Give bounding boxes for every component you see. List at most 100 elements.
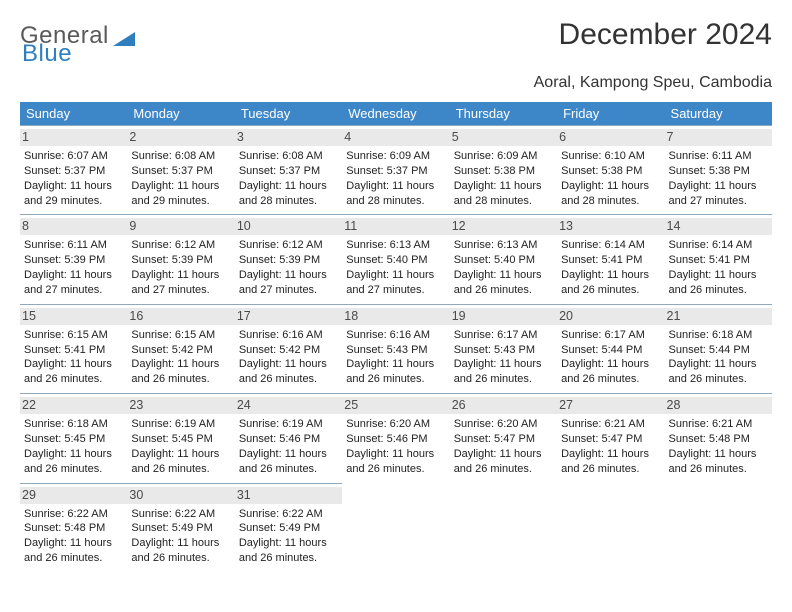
day-details: Sunrise: 6:10 AMSunset: 5:38 PMDaylight:… — [561, 149, 660, 208]
day-number: 26 — [450, 397, 557, 414]
day-details: Sunrise: 6:15 AMSunset: 5:42 PMDaylight:… — [131, 328, 230, 387]
calendar-cell: 20 Sunrise: 6:17 AMSunset: 5:44 PMDayligh… — [557, 304, 664, 393]
location-text: Aoral, Kampong Speu, Cambodia — [20, 74, 772, 92]
day-number: 9 — [127, 218, 234, 235]
weekday-header: Wednesday — [342, 102, 449, 126]
day-number: 20 — [557, 308, 664, 325]
weekday-header: Tuesday — [235, 102, 342, 126]
day-details: Sunrise: 6:08 AMSunset: 5:37 PMDaylight:… — [239, 149, 338, 208]
calendar-cell: 31 Sunrise: 6:22 AMSunset: 5:49 PMDayligh… — [235, 483, 342, 572]
day-number: 29 — [20, 487, 127, 504]
day-details: Sunrise: 6:22 AMSunset: 5:49 PMDaylight:… — [131, 507, 230, 566]
day-details: Sunrise: 6:14 AMSunset: 5:41 PMDaylight:… — [561, 238, 660, 297]
calendar-row: 15Sunrise: 6:15 AMSunset: 5:41 PMDayligh… — [20, 304, 772, 393]
day-number: 4 — [342, 129, 449, 146]
day-number: 22 — [20, 397, 127, 414]
day-details: Sunrise: 6:13 AMSunset: 5:40 PMDaylight:… — [346, 238, 445, 297]
day-details: Sunrise: 6:12 AMSunset: 5:39 PMDaylight:… — [131, 238, 230, 297]
calendar-cell: 26Sunrise: 6:20 AMSunset: 5:47 PMDayligh… — [450, 394, 557, 483]
day-details: Sunrise: 6:20 AMSunset: 5:46 PMDaylight:… — [346, 417, 445, 476]
calendar-cell: 9 Sunrise: 6:12 AMSunset: 5:39 PMDaylight… — [127, 215, 234, 304]
day-details: Sunrise: 6:19 AMSunset: 5:46 PMDaylight:… — [239, 417, 338, 476]
calendar-cell: 19Sunrise: 6:17 AMSunset: 5:43 PMDayligh… — [450, 304, 557, 393]
weekday-header: Thursday — [450, 102, 557, 126]
calendar-cell: 13 Sunrise: 6:14 AMSunset: 5:41 PMDayligh… — [557, 215, 664, 304]
day-details: Sunrise: 6:17 AMSunset: 5:43 PMDaylight:… — [454, 328, 553, 387]
day-details: Sunrise: 6:22 AMSunset: 5:49 PMDaylight:… — [239, 507, 338, 566]
day-number: 11 — [342, 218, 449, 235]
day-details: Sunrise: 6:14 AMSunset: 5:41 PMDaylight:… — [669, 238, 768, 297]
day-details: Sunrise: 6:09 AMSunset: 5:38 PMDaylight:… — [454, 149, 553, 208]
calendar-cell: 14Sunrise: 6:14 AMSunset: 5:41 PMDayligh… — [665, 215, 772, 304]
calendar-row: 22 Sunrise: 6:18 AMSunset: 5:45 PMDayligh… — [20, 394, 772, 483]
calendar-cell-empty — [450, 483, 557, 572]
day-details: Sunrise: 6:17 AMSunset: 5:44 PMDaylight:… — [561, 328, 660, 387]
day-number: 31 — [235, 487, 342, 504]
weekday-header-row: Sunday Monday Tuesday Wednesday Thursday… — [20, 102, 772, 126]
calendar-cell: 28Sunrise: 6:21 AMSunset: 5:48 PMDayligh… — [665, 394, 772, 483]
day-details: Sunrise: 6:18 AMSunset: 5:44 PMDaylight:… — [669, 328, 768, 387]
weekday-header: Friday — [557, 102, 664, 126]
day-number: 16 — [127, 308, 234, 325]
day-number: 23 — [127, 397, 234, 414]
day-number: 1 — [20, 129, 127, 146]
calendar-cell: 27 Sunrise: 6:21 AMSunset: 5:47 PMDayligh… — [557, 394, 664, 483]
calendar-cell: 5 Sunrise: 6:09 AMSunset: 5:38 PMDaylight… — [450, 126, 557, 215]
calendar-cell: 2Sunrise: 6:08 AMSunset: 5:37 PMDaylight… — [127, 126, 234, 215]
day-details: Sunrise: 6:22 AMSunset: 5:48 PMDaylight:… — [24, 507, 123, 566]
day-details: Sunrise: 6:21 AMSunset: 5:47 PMDaylight:… — [561, 417, 660, 476]
day-number: 24 — [235, 397, 342, 414]
calendar-cell: 30 Sunrise: 6:22 AMSunset: 5:49 PMDayligh… — [127, 483, 234, 572]
calendar-cell: 1 Sunrise: 6:07 AMSunset: 5:37 PMDaylight… — [20, 126, 127, 215]
day-number: 6 — [557, 129, 664, 146]
day-details: Sunrise: 6:16 AMSunset: 5:42 PMDaylight:… — [239, 328, 338, 387]
calendar-cell: 3Sunrise: 6:08 AMSunset: 5:37 PMDaylight… — [235, 126, 342, 215]
day-details: Sunrise: 6:15 AMSunset: 5:41 PMDaylight:… — [24, 328, 123, 387]
calendar-cell: 24 Sunrise: 6:19 AMSunset: 5:46 PMDayligh… — [235, 394, 342, 483]
day-details: Sunrise: 6:16 AMSunset: 5:43 PMDaylight:… — [346, 328, 445, 387]
calendar-cell-empty — [342, 483, 449, 572]
triangle-icon — [113, 28, 135, 46]
day-details: Sunrise: 6:07 AMSunset: 5:37 PMDaylight:… — [24, 149, 123, 208]
day-number: 10 — [235, 218, 342, 235]
calendar-cell: 7 Sunrise: 6:11 AMSunset: 5:38 PMDaylight… — [665, 126, 772, 215]
day-details: Sunrise: 6:11 AMSunset: 5:39 PMDaylight:… — [24, 238, 123, 297]
day-number: 5 — [450, 129, 557, 146]
calendar-cell: 21 Sunrise: 6:18 AMSunset: 5:44 PMDayligh… — [665, 304, 772, 393]
day-number: 13 — [557, 218, 664, 235]
day-details: Sunrise: 6:12 AMSunset: 5:39 PMDaylight:… — [239, 238, 338, 297]
day-number: 27 — [557, 397, 664, 414]
calendar-cell: 23 Sunrise: 6:19 AMSunset: 5:45 PMDayligh… — [127, 394, 234, 483]
day-details: Sunrise: 6:21 AMSunset: 5:48 PMDaylight:… — [669, 417, 768, 476]
day-number: 17 — [235, 308, 342, 325]
day-number: 25 — [342, 397, 449, 414]
calendar-cell: 6 Sunrise: 6:10 AMSunset: 5:38 PMDaylight… — [557, 126, 664, 215]
calendar-cell: 8 Sunrise: 6:11 AMSunset: 5:39 PMDaylight… — [20, 215, 127, 304]
brand-text-2: Blue — [22, 40, 72, 68]
calendar-cell: 29 Sunrise: 6:22 AMSunset: 5:48 PMDayligh… — [20, 483, 127, 572]
calendar-cell: 22 Sunrise: 6:18 AMSunset: 5:45 PMDayligh… — [20, 394, 127, 483]
weekday-header: Monday — [127, 102, 234, 126]
calendar-cell: 12 Sunrise: 6:13 AMSunset: 5:40 PMDayligh… — [450, 215, 557, 304]
calendar-cell: 18 Sunrise: 6:16 AMSunset: 5:43 PMDayligh… — [342, 304, 449, 393]
weekday-header: Sunday — [20, 102, 127, 126]
day-details: Sunrise: 6:13 AMSunset: 5:40 PMDaylight:… — [454, 238, 553, 297]
day-number: 21 — [665, 308, 772, 325]
calendar-row: 8 Sunrise: 6:11 AMSunset: 5:39 PMDaylight… — [20, 215, 772, 304]
calendar-cell: 4 Sunrise: 6:09 AMSunset: 5:37 PMDaylight… — [342, 126, 449, 215]
weekday-header: Saturday — [665, 102, 772, 126]
day-number: 8 — [20, 218, 127, 235]
day-details: Sunrise: 6:11 AMSunset: 5:38 PMDaylight:… — [669, 149, 768, 208]
day-details: Sunrise: 6:18 AMSunset: 5:45 PMDaylight:… — [24, 417, 123, 476]
day-number: 12 — [450, 218, 557, 235]
calendar-row: 1 Sunrise: 6:07 AMSunset: 5:37 PMDaylight… — [20, 126, 772, 215]
day-number: 30 — [127, 487, 234, 504]
day-details: Sunrise: 6:19 AMSunset: 5:45 PMDaylight:… — [131, 417, 230, 476]
day-number: 18 — [342, 308, 449, 325]
calendar-cell: 16 Sunrise: 6:15 AMSunset: 5:42 PMDayligh… — [127, 304, 234, 393]
day-number: 7 — [665, 129, 772, 146]
page-title: December 2024 — [559, 18, 772, 52]
day-details: Sunrise: 6:09 AMSunset: 5:37 PMDaylight:… — [346, 149, 445, 208]
day-number: 2 — [127, 129, 234, 146]
calendar-cell: 11 Sunrise: 6:13 AMSunset: 5:40 PMDayligh… — [342, 215, 449, 304]
